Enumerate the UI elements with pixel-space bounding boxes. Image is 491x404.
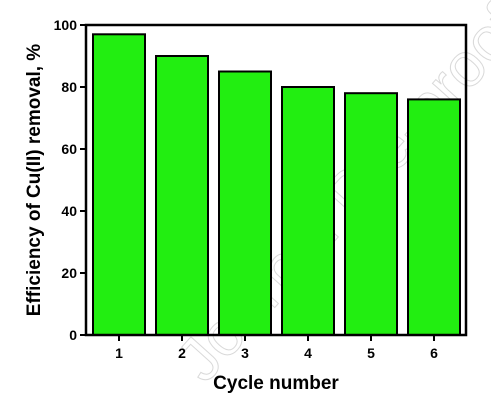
bar-cycle-6 [407, 98, 461, 337]
x-tick-label: 2 [178, 345, 186, 361]
bar-cycle-3 [218, 70, 272, 336]
x-axis-title: Cycle number [213, 373, 339, 394]
y-tick-label: 40 [61, 203, 77, 219]
y-tick-label: 100 [54, 17, 78, 33]
bar-cycle-2 [155, 55, 209, 336]
x-axis: 1 2 3 4 5 6 [115, 335, 438, 361]
x-tick-label: 6 [430, 345, 438, 361]
bar-cycle-1 [92, 33, 146, 337]
y-axis-title: Efficiency of Cu(II) removal, % [24, 44, 45, 316]
y-axis: 0 20 40 60 80 100 [54, 17, 86, 343]
x-tick-label: 4 [304, 345, 312, 361]
x-tick-label: 3 [241, 345, 249, 361]
bar-cycle-5 [344, 92, 398, 336]
y-tick-label: 60 [61, 141, 77, 157]
bar-cycle-4 [281, 86, 335, 336]
y-tick-label: 0 [69, 327, 77, 343]
y-tick-label: 20 [61, 265, 77, 281]
y-tick-label: 80 [61, 79, 77, 95]
bars-group [92, 33, 461, 337]
plot-frame [84, 23, 468, 337]
x-tick-label: 1 [115, 345, 123, 361]
x-tick-label: 5 [367, 345, 375, 361]
